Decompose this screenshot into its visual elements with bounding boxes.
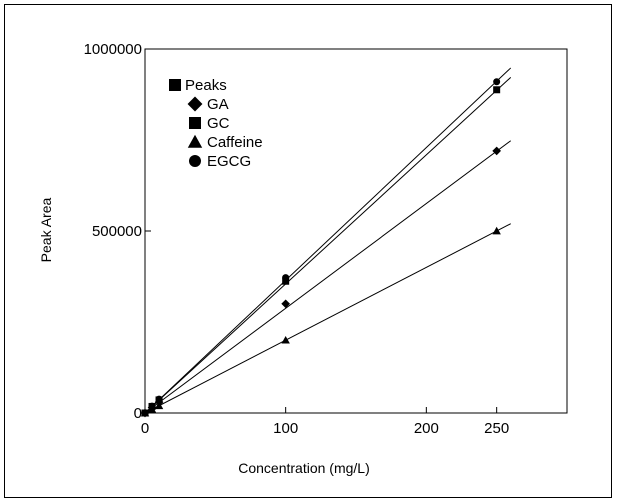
chart-frame: 0 100 200 250 0 500000 1000000 Peaks GA GC Caffei…: [4, 4, 612, 498]
legend-title-marker: [169, 79, 181, 91]
legend-label-ga: GA: [207, 96, 229, 113]
fit-line-gc: [144, 77, 512, 414]
point-egcg: [493, 78, 501, 86]
legend-label-gc: GC: [207, 115, 230, 132]
legend-marker-caffeine: [187, 134, 203, 148]
y-axis-label: Peak Area: [38, 197, 54, 262]
fit-line-egcg: [144, 67, 512, 414]
x-tick-label: 0: [141, 420, 149, 437]
point-caffeine: [281, 336, 290, 344]
point-ga: [281, 299, 291, 309]
fit-line-caffeine: [144, 223, 511, 414]
y-tick-label: 0: [134, 405, 142, 422]
legend-marker-gc: [189, 117, 201, 129]
legend-marker-ga: [187, 96, 203, 112]
point-caffeine: [154, 401, 164, 410]
x-axis-label: Concentration (mg/L): [238, 460, 370, 476]
legend-label-caffeine: Caffeine: [207, 134, 263, 151]
legend-marker-egcg: [189, 155, 201, 167]
x-tick-label: 200: [414, 420, 439, 437]
point-caffeine: [492, 226, 501, 235]
x-tick-label: 100: [273, 420, 298, 437]
legend-title: Peaks: [185, 77, 227, 94]
point-gc: [493, 86, 501, 94]
x-tick-label: 250: [484, 420, 509, 437]
calibration-chart: 0 100 200 250 0 500000 1000000 Peaks GA GC Caffei…: [38, 41, 568, 476]
fit-lines: [144, 67, 512, 414]
tick-labels: 0 100 200 250 0 500000 1000000: [84, 41, 510, 437]
point-egcg: [282, 274, 290, 282]
point-egcg: [148, 402, 156, 410]
legend: Peaks GA GC Caffeine EGCG: [169, 77, 263, 170]
y-tick-label: 500000: [92, 223, 142, 240]
point-gc: [282, 277, 290, 285]
point-ga: [492, 146, 502, 156]
legend-label-egcg: EGCG: [207, 153, 251, 170]
y-tick-label: 1000000: [84, 41, 142, 58]
fit-line-ga: [144, 140, 512, 414]
point-egcg: [155, 395, 163, 403]
data-points: [140, 78, 502, 418]
